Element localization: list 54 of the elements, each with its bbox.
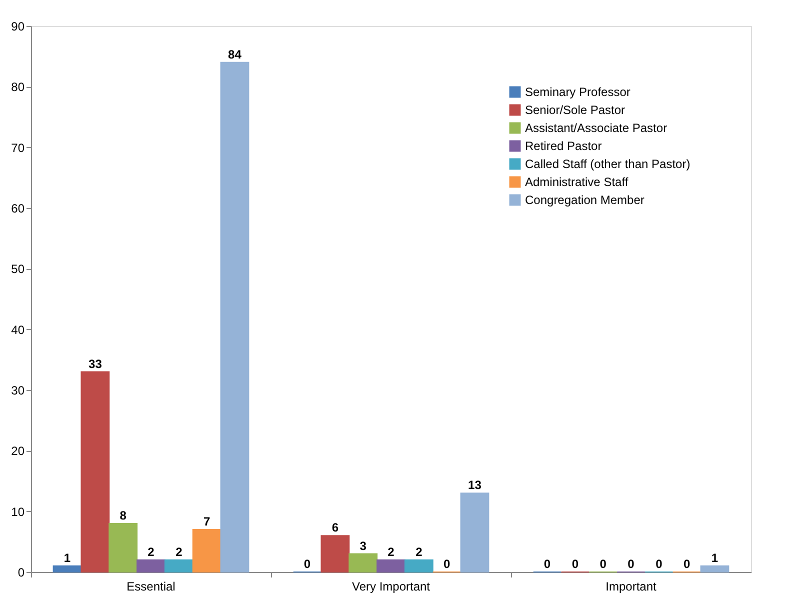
bar — [348, 553, 378, 572]
bar — [192, 529, 222, 572]
data-label: 3 — [360, 538, 367, 553]
data-label: 0 — [656, 557, 663, 571]
data-label: 2 — [388, 544, 395, 559]
data-label: 0 — [304, 557, 311, 571]
bar — [320, 535, 350, 572]
legend-label: Retired Pastor — [525, 139, 602, 153]
data-label: 0 — [572, 557, 579, 571]
bar — [404, 559, 434, 572]
data-label: 1 — [64, 550, 71, 565]
legend-label: Seminary Professor — [525, 85, 630, 99]
y-tick-label: 70 — [11, 140, 25, 155]
bar — [220, 62, 250, 572]
y-tick-label: 50 — [11, 262, 25, 276]
bar — [376, 559, 406, 572]
y-tick-label: 30 — [11, 384, 25, 398]
data-label: 2 — [176, 544, 183, 559]
legend-label: Congregation Member — [525, 193, 644, 207]
y-tick-label: 20 — [11, 444, 25, 458]
bar — [108, 522, 138, 572]
bar — [700, 565, 730, 572]
data-label: 0 — [683, 557, 690, 571]
bar — [136, 559, 166, 572]
data-label: 1 — [711, 550, 718, 565]
y-tick-label: 40 — [11, 322, 25, 337]
y-tick-label: 80 — [11, 80, 25, 94]
bar — [80, 371, 110, 572]
data-label: 0 — [628, 557, 635, 571]
x-tick-label: Very Important — [352, 580, 431, 594]
data-label: 7 — [203, 514, 210, 529]
x-tick-label: Important — [606, 580, 658, 594]
y-tick-label: 90 — [11, 20, 25, 34]
data-label: 84 — [228, 47, 242, 62]
data-label: 2 — [148, 544, 155, 559]
data-label: 13 — [468, 478, 482, 492]
y-tick-label: 0 — [18, 566, 25, 580]
data-label: 0 — [544, 557, 551, 571]
y-tick-label: 10 — [11, 504, 25, 519]
legend-label: Called Staff (other than Pastor) — [525, 157, 690, 171]
data-label: 6 — [332, 520, 339, 535]
legend-label: Senior/Sole Pastor — [525, 103, 626, 117]
y-tick-label: 60 — [11, 202, 25, 216]
x-tick-label: Essential — [126, 580, 176, 594]
bar — [52, 565, 82, 572]
bar — [164, 559, 194, 572]
legend-label: Assistant/Associate Pastor — [525, 121, 668, 135]
data-label: 2 — [416, 544, 423, 559]
bar — [460, 492, 490, 572]
legend-label: Administrative Staff — [525, 175, 629, 189]
data-label: 33 — [88, 356, 102, 371]
data-label: 8 — [120, 508, 127, 522]
data-label: 0 — [443, 557, 450, 571]
data-label: 0 — [600, 557, 607, 571]
